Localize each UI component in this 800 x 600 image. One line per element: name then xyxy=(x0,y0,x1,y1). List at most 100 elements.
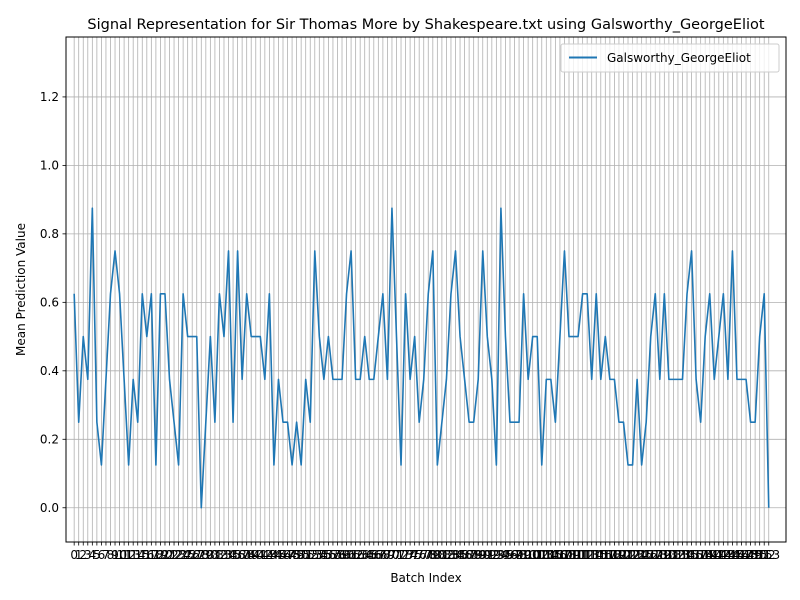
data-point xyxy=(477,379,479,381)
x-tick-label: 13 xyxy=(126,548,141,562)
data-point xyxy=(146,336,148,338)
data-point xyxy=(205,421,207,423)
x-tick-label: 60 xyxy=(339,548,354,562)
x-tick-label: 96 xyxy=(502,548,517,562)
x-tick-label: 45 xyxy=(271,548,286,562)
data-point xyxy=(450,293,452,295)
x-tick-label: 124 xyxy=(626,548,649,562)
x-tick-label: 79 xyxy=(425,548,440,562)
x-tick-label: 54 xyxy=(312,548,327,562)
x-tick-label: 84 xyxy=(448,548,463,562)
data-point xyxy=(332,379,334,381)
data-point xyxy=(623,421,625,423)
x-tick-label: 59 xyxy=(334,548,349,562)
data-point xyxy=(645,421,647,423)
data-point xyxy=(123,379,125,381)
x-tick-label: 48 xyxy=(284,548,299,562)
x-tick-label: 53 xyxy=(307,548,322,562)
data-point xyxy=(741,379,743,381)
data-point xyxy=(723,293,725,295)
data-point xyxy=(541,464,543,466)
x-tick-label: 42 xyxy=(257,548,272,562)
data-point xyxy=(600,379,602,381)
data-point xyxy=(191,336,193,338)
data-point xyxy=(750,421,752,423)
data-point xyxy=(423,379,425,381)
x-tick-label: 64 xyxy=(357,548,372,562)
x-tick-label: 122 xyxy=(617,548,640,562)
x-tick-label: 152 xyxy=(753,548,776,562)
x-tick-label: 7 xyxy=(102,548,110,562)
x-tick-label: 51 xyxy=(298,548,313,562)
data-point xyxy=(82,336,84,338)
x-tick-label: 127 xyxy=(639,548,662,562)
x-tick-label: 49 xyxy=(289,548,304,562)
data-point xyxy=(219,293,221,295)
data-point xyxy=(664,293,666,295)
data-point xyxy=(373,379,375,381)
x-tick-label: 40 xyxy=(248,548,263,562)
x-tick-label: 75 xyxy=(407,548,422,562)
data-point xyxy=(228,250,230,252)
x-tick-label: 69 xyxy=(380,548,395,562)
data-point xyxy=(128,464,130,466)
x-tick-label: 150 xyxy=(744,548,767,562)
x-tick-label: 78 xyxy=(421,548,436,562)
data-point xyxy=(768,507,770,509)
x-tick-label: 44 xyxy=(266,548,281,562)
x-tick-label: 123 xyxy=(621,548,644,562)
x-tick-label: 133 xyxy=(667,548,690,562)
data-point xyxy=(718,336,720,338)
x-tick-label: 8 xyxy=(107,548,115,562)
x-tick-label: 67 xyxy=(371,548,386,562)
data-point xyxy=(695,379,697,381)
y-axis-ticks: 0.0 0.2 0.4 0.6 0.8 1.0 1.2 xyxy=(40,90,66,515)
data-point xyxy=(527,379,529,381)
y-tick-label: 0.0 xyxy=(40,501,59,515)
x-tick-label: 20 xyxy=(157,548,172,562)
x-tick-label: 132 xyxy=(662,548,685,562)
data-point xyxy=(396,336,398,338)
x-tick-label: 2 xyxy=(79,548,87,562)
x-tick-label: 41 xyxy=(253,548,268,562)
data-point xyxy=(405,293,407,295)
x-tick-label: 34 xyxy=(221,548,236,562)
data-point xyxy=(264,379,266,381)
x-tick-label: 52 xyxy=(303,548,318,562)
data-point xyxy=(582,293,584,295)
x-tick-label: 135 xyxy=(676,548,699,562)
x-tick-label: 93 xyxy=(489,548,504,562)
x-tick-label: 73 xyxy=(398,548,413,562)
x-tick-label: 35 xyxy=(225,548,240,562)
data-point xyxy=(650,336,652,338)
x-tick-label: 21 xyxy=(162,548,177,562)
x-tick-label: 94 xyxy=(493,548,508,562)
data-point xyxy=(323,379,325,381)
data-point xyxy=(609,379,611,381)
data-point xyxy=(110,293,112,295)
data-point xyxy=(468,421,470,423)
x-tick-label: 24 xyxy=(175,548,190,562)
data-point xyxy=(278,379,280,381)
x-tick-label: 66 xyxy=(366,548,381,562)
x-tick-label: 107 xyxy=(548,548,571,562)
data-point xyxy=(482,250,484,252)
x-tick-label: 74 xyxy=(402,548,417,562)
data-point xyxy=(654,293,656,295)
series-layer xyxy=(73,207,770,509)
data-point xyxy=(287,421,289,423)
data-point xyxy=(427,293,429,295)
x-tick-label: 10 xyxy=(112,548,127,562)
x-tick-label: 91 xyxy=(480,548,495,562)
data-point xyxy=(260,336,262,338)
x-tick-label: 50 xyxy=(294,548,309,562)
data-point xyxy=(200,507,202,509)
data-point xyxy=(491,379,493,381)
data-point xyxy=(659,379,661,381)
data-point xyxy=(232,421,234,423)
data-point xyxy=(459,336,461,338)
data-point xyxy=(241,379,243,381)
x-tick-label: 22 xyxy=(166,548,181,562)
data-point xyxy=(132,379,134,381)
data-point xyxy=(409,379,411,381)
